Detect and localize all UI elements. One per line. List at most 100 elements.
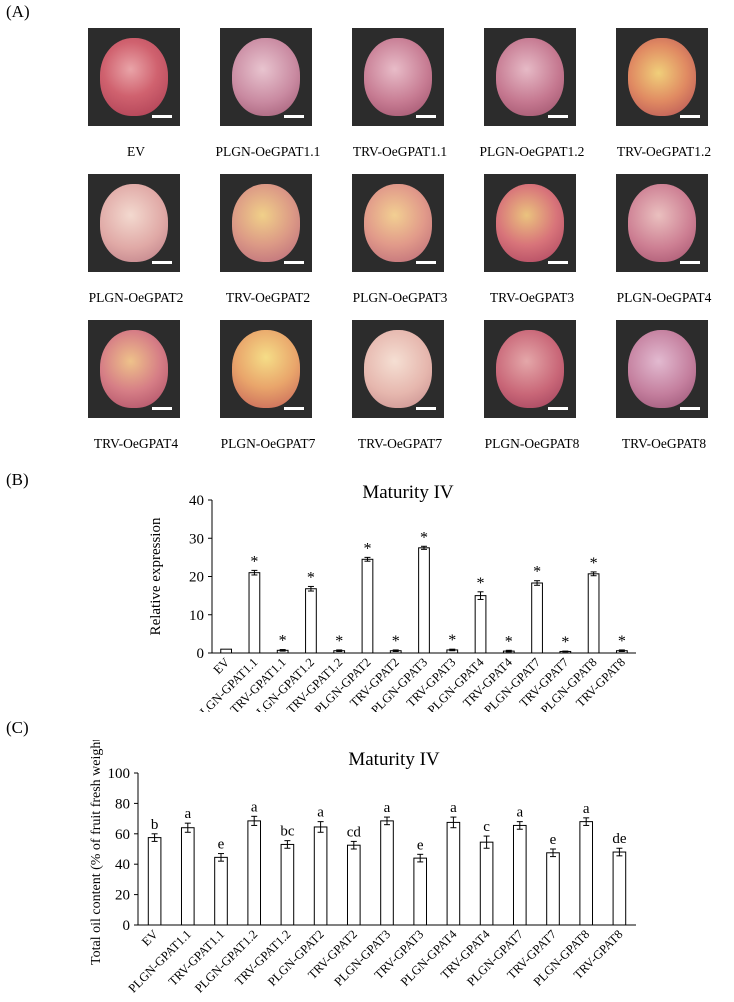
- significance-label: *: [250, 553, 258, 570]
- scale-bar: [680, 261, 700, 264]
- olive-fruit: [232, 184, 300, 262]
- significance-label: *: [618, 633, 626, 650]
- bar: [418, 547, 430, 654]
- bar: [313, 826, 328, 926]
- scale-bar: [416, 261, 436, 264]
- y-tick-label: 10: [189, 608, 204, 624]
- photo-caption: PLGN-OeGPAT1.1: [215, 144, 321, 159]
- photo-caption: EV: [127, 144, 145, 159]
- bar: [247, 820, 262, 926]
- y-tick-label: 80: [115, 796, 130, 812]
- y-tick-label: 100: [108, 766, 131, 782]
- significance-label: bc: [280, 824, 295, 840]
- fruit-photo: [88, 28, 180, 126]
- olive-fruit: [496, 330, 564, 408]
- bar: [474, 595, 487, 654]
- scale-bar: [284, 261, 304, 264]
- photo-caption: PLGN-OeGPAT4: [616, 290, 712, 305]
- significance-label: e: [218, 837, 225, 853]
- significance-label: a: [251, 799, 258, 815]
- fruit-photo: [352, 28, 444, 126]
- significance-label: a: [450, 800, 457, 816]
- fruit-photo: [88, 174, 180, 272]
- significance-label: *: [477, 575, 485, 592]
- bar: [248, 572, 261, 654]
- fruit-photo: [352, 320, 444, 418]
- significance-label: *: [561, 634, 569, 651]
- y-tick-label: 40: [115, 857, 130, 873]
- fruit-photo: [352, 174, 444, 272]
- significance-label: *: [420, 529, 428, 546]
- photo-caption: TRV-OeGPAT8: [621, 436, 707, 451]
- bar: [479, 841, 494, 926]
- significance-label: *: [392, 633, 400, 650]
- significance-label: *: [533, 564, 541, 581]
- y-tick-label: 0: [123, 918, 131, 934]
- significance-label: e: [417, 837, 424, 853]
- scale-bar: [284, 407, 304, 410]
- scale-bar: [284, 115, 304, 118]
- bar: [546, 852, 560, 926]
- bar: [612, 851, 627, 926]
- relative-expression-chart: Maturity IV Relative expression 0 10 20 30 40 E…: [148, 482, 636, 712]
- bar: [346, 844, 361, 926]
- olive-fruit: [100, 38, 168, 116]
- significance-label: a: [317, 805, 324, 821]
- fruit-photo: [484, 174, 576, 272]
- significance-label: *: [448, 632, 456, 649]
- photo-caption: TRV-OeGPAT2: [225, 290, 311, 305]
- scale-bar: [680, 407, 700, 410]
- x-tick-label: EV: [139, 927, 161, 949]
- y-tick-label: 30: [189, 531, 204, 547]
- photo-caption: PLGN-OeGPAT1.2: [479, 144, 585, 159]
- olive-fruit: [628, 330, 696, 408]
- bar: [220, 648, 233, 654]
- significance-label: *: [335, 633, 343, 650]
- chart-title: Maturity IV: [348, 749, 440, 770]
- significance-label: *: [279, 633, 287, 650]
- fruit-photo: [616, 28, 708, 126]
- panel-b-label: (B): [6, 470, 29, 489]
- fruit-photo: [616, 320, 708, 418]
- fruit-photo: [88, 320, 180, 418]
- olive-fruit: [628, 184, 696, 262]
- photo-caption: PLGN-OeGPAT7: [220, 436, 316, 451]
- fruit-photo: [484, 28, 576, 126]
- significance-label: *: [307, 569, 315, 586]
- panel-a-label: (A): [6, 2, 30, 21]
- y-tick-label: 20: [115, 888, 130, 904]
- fruit-photo: [220, 174, 312, 272]
- bar: [587, 573, 600, 654]
- fruit-photo: [220, 28, 312, 126]
- significance-label: a: [516, 805, 523, 821]
- y-tick-label: 0: [197, 646, 205, 662]
- scale-bar: [548, 407, 568, 410]
- significance-label: a: [384, 800, 391, 816]
- y-tick-label: 40: [189, 493, 204, 509]
- olive-fruit: [496, 184, 564, 262]
- y-tick-label: 60: [115, 827, 130, 843]
- significance-label: cd: [347, 824, 362, 840]
- significance-label: de: [612, 831, 627, 847]
- photo-caption: TRV-OeGPAT4: [93, 436, 179, 451]
- scale-bar: [152, 407, 172, 410]
- bar: [531, 582, 543, 654]
- scale-bar: [548, 115, 568, 118]
- photo-caption: PLGN-OeGPAT3: [352, 290, 448, 305]
- significance-label: a: [583, 801, 590, 817]
- photo-caption: TRV-OeGPAT1.1: [352, 144, 448, 159]
- bar: [147, 837, 162, 926]
- panel-c-label: (C): [6, 718, 29, 737]
- scale-bar: [548, 261, 568, 264]
- bar: [579, 821, 594, 926]
- olive-fruit: [496, 38, 564, 116]
- significance-label: *: [363, 540, 371, 557]
- fruit-photo: [484, 320, 576, 418]
- bar: [446, 821, 461, 926]
- significance-label: a: [184, 806, 191, 822]
- significance-label: e: [550, 832, 557, 848]
- fruit-photo: [220, 320, 312, 418]
- fruit-photo: [616, 174, 708, 272]
- olive-fruit: [232, 38, 300, 116]
- bar: [380, 820, 394, 926]
